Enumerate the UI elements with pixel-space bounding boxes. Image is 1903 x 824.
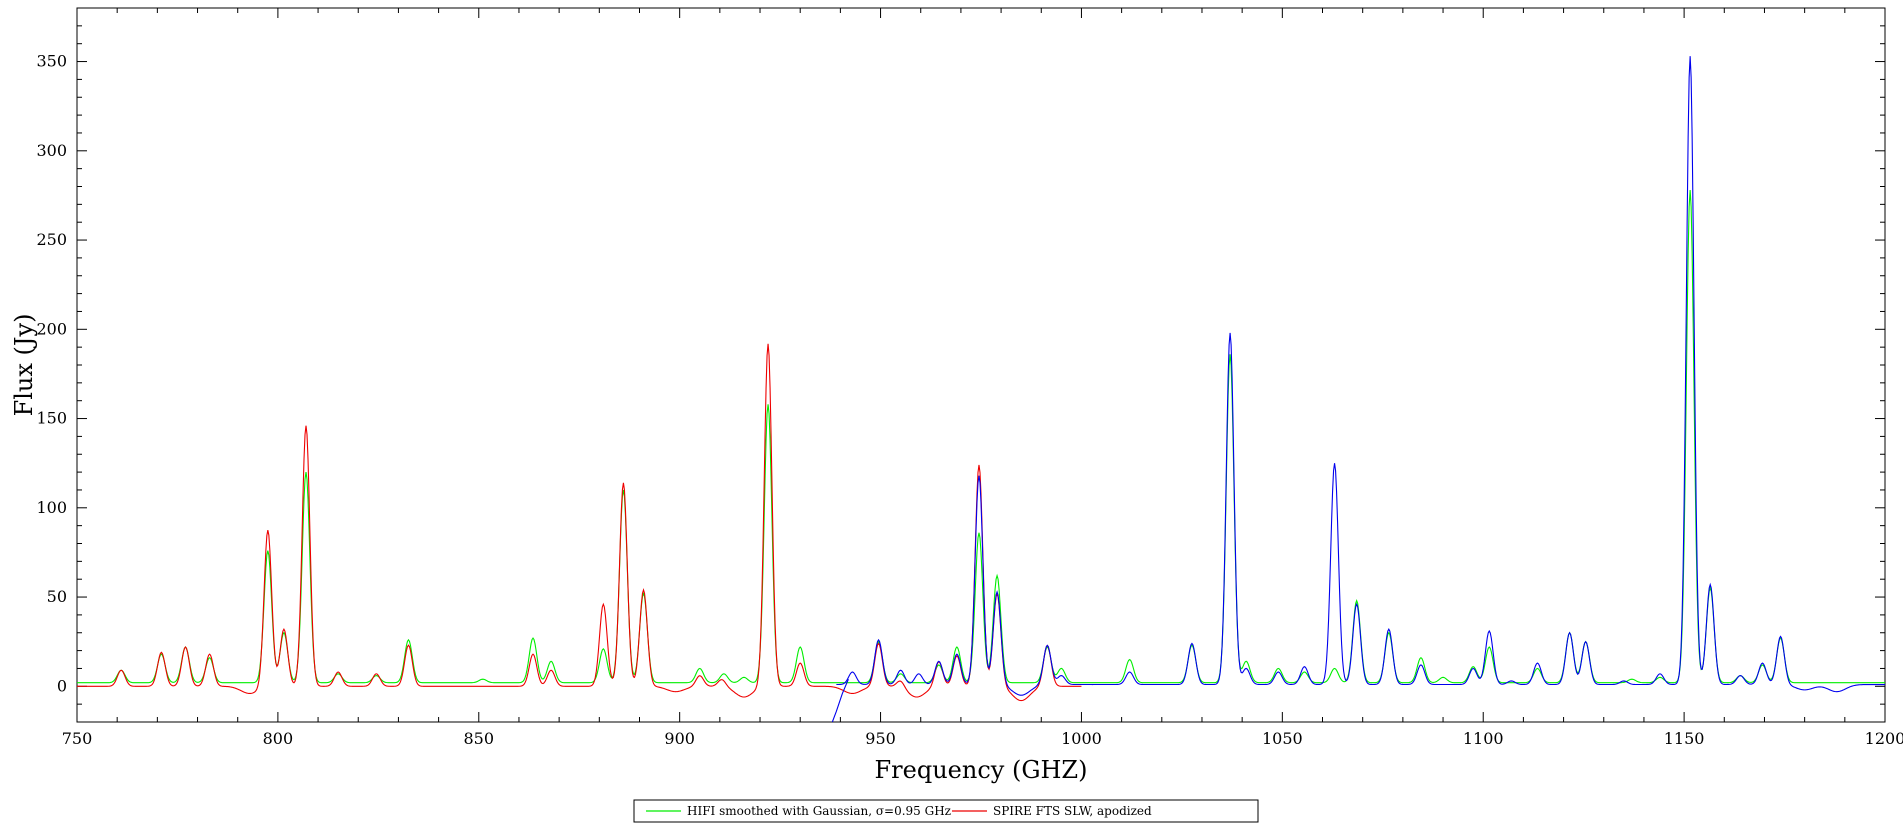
y-axis-title: Flux (Jy) [10, 314, 38, 417]
y-tick-label: 350 [36, 52, 67, 71]
y-tick-label: 250 [36, 230, 67, 249]
y-tick-label: 100 [36, 498, 67, 517]
legend-label-spire: SPIRE FTS SLW, apodized [993, 804, 1152, 818]
series-line-2-start [831, 678, 849, 722]
tick-labels: 750 800 850 900 950 1000 1050 1100 1150 1200 0 50 10… [36, 52, 1903, 748]
x-tick-label: 950 [865, 729, 896, 748]
x-tick-label: 1000 [1061, 729, 1102, 748]
plot-frame [76, 7, 1886, 723]
x-axis-title: Frequency (GHZ) [875, 756, 1088, 784]
series-line-2 [836, 56, 1885, 696]
x-tick-label: 1150 [1664, 729, 1705, 748]
y-tick-label: 200 [36, 319, 67, 338]
legend-label-hifi: HIFI smoothed with Gaussian, σ=0.95 GHz [687, 804, 951, 818]
y-tick-label: 50 [47, 587, 67, 606]
series-group [77, 56, 1885, 722]
x-tick-label: 850 [464, 729, 495, 748]
x-tick-label: 800 [263, 729, 294, 748]
y-tick-label: 300 [36, 141, 67, 160]
series-line-1 [77, 343, 1082, 702]
x-tick-label: 1100 [1463, 729, 1504, 748]
axis-ticks [76, 7, 1886, 723]
x-tick-label: 900 [664, 729, 695, 748]
legend: HIFI smoothed with Gaussian, σ=0.95 GHz … [633, 799, 1259, 823]
x-tick-label: 750 [62, 729, 93, 748]
y-tick-label: 0 [57, 676, 67, 695]
legend-box [633, 799, 1259, 823]
x-tick-label: 1050 [1262, 729, 1303, 748]
x-tick-label: 1200 [1865, 729, 1903, 748]
y-tick-label: 150 [36, 409, 67, 428]
